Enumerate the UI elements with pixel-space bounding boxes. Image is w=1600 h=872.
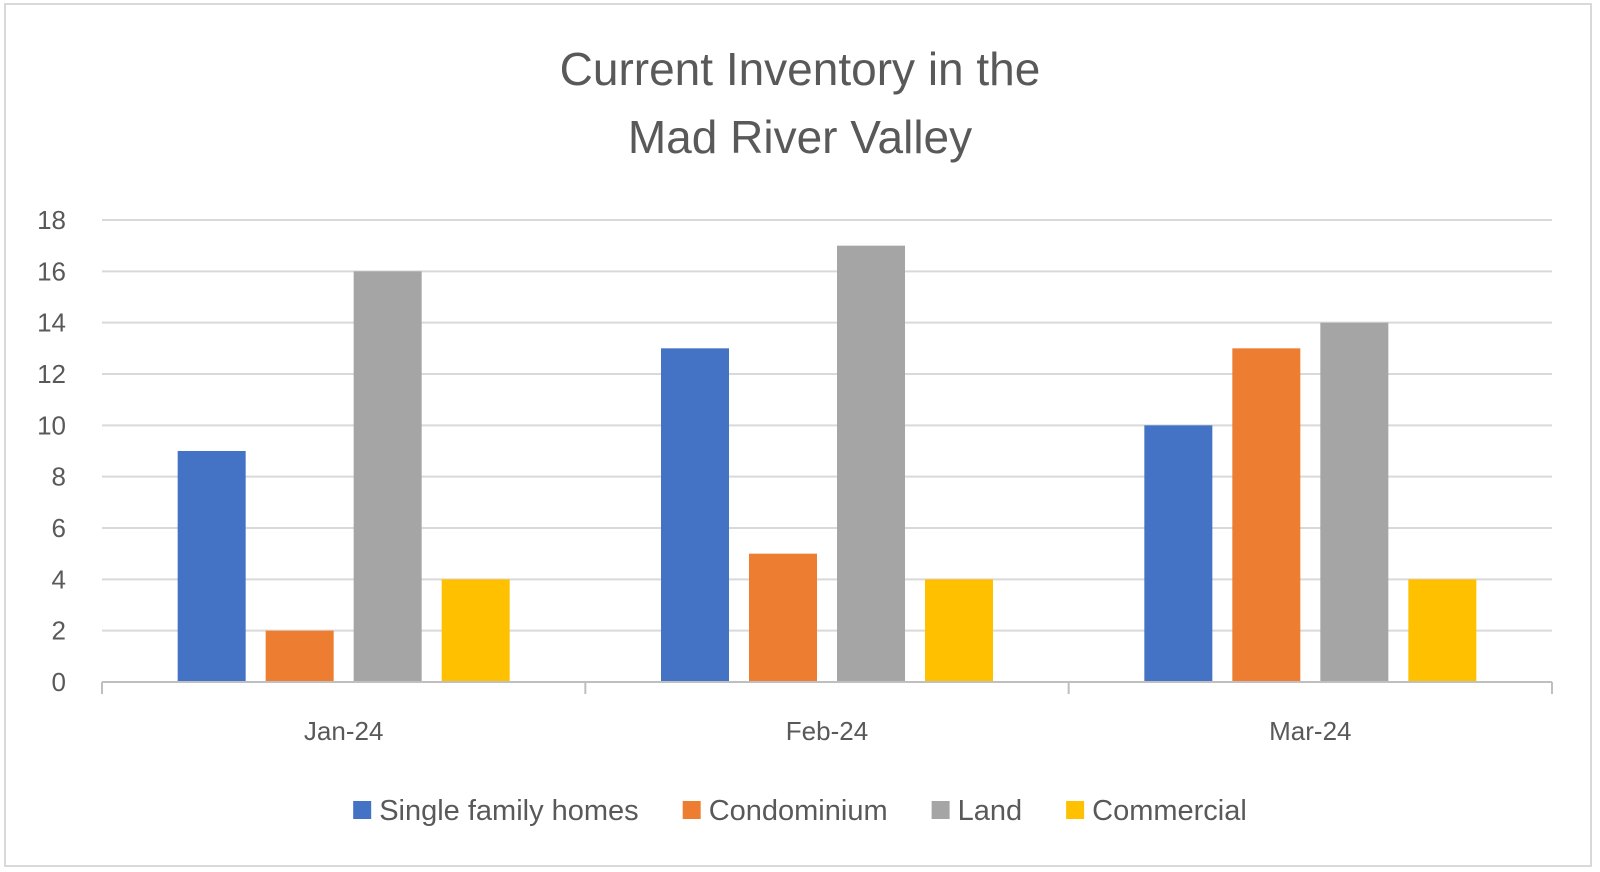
x-tick-label: Jan-24 [304,716,384,746]
bar-commercial-mar-24 [1408,579,1477,682]
chart-title-line-1: Current Inventory in the [560,43,1041,95]
y-tick-label: 2 [52,616,66,646]
bar-condominium-feb-24 [749,553,817,682]
legend-item: Condominium [682,795,888,827]
bar-commercial-feb-24 [925,579,993,682]
bar-condominium-mar-24 [1232,348,1301,682]
bars [177,245,1477,682]
legend-label: Condominium [709,795,888,827]
gridlines [102,219,1552,632]
y-axis: 0 2 4 6 8 10 12 14 16 18 [37,205,66,697]
bar-land-jan-24 [353,271,422,682]
legend-label: Land [958,795,1023,827]
legend-swatch [931,801,950,819]
chart-title-line-2: Mad River Valley [628,111,972,163]
y-tick-label: 4 [52,564,66,594]
bar-single-family-homes-feb-24 [661,348,729,682]
bar-condominium-jan-24 [265,630,334,682]
legend-label: Single family homes [379,795,639,827]
bar-land-mar-24 [1320,322,1389,682]
x-axis: Jan-24 Feb-24 Mar-24 [101,681,1553,746]
legend-swatch [682,801,701,819]
legend: Single family homes Condominium Land Commer… [353,795,1247,827]
bar-land-feb-24 [837,245,905,682]
y-tick-label: 12 [37,359,66,389]
legend-item: Commercial [1066,795,1247,827]
legend-label: Commercial [1092,795,1247,827]
y-tick-label: 0 [52,667,66,697]
y-tick-label: 18 [37,205,66,235]
chart-title: Current Inventory in the Mad River Valle… [560,43,1041,163]
x-tick-label: Feb-24 [786,716,868,746]
y-tick-label: 6 [52,513,66,543]
bar-commercial-jan-24 [441,579,510,682]
y-tick-label: 8 [52,462,66,492]
y-tick-label: 16 [37,256,66,286]
y-tick-label: 14 [37,308,66,338]
legend-item: Single family homes [353,795,639,827]
bar-single-family-homes-jan-24 [177,451,246,682]
y-tick-label: 10 [37,410,66,440]
legend-swatch [1066,801,1085,819]
x-tick-label: Mar-24 [1269,716,1351,746]
bar-single-family-homes-mar-24 [1144,425,1213,682]
legend-item: Land [931,795,1023,827]
legend-swatch [353,801,372,819]
